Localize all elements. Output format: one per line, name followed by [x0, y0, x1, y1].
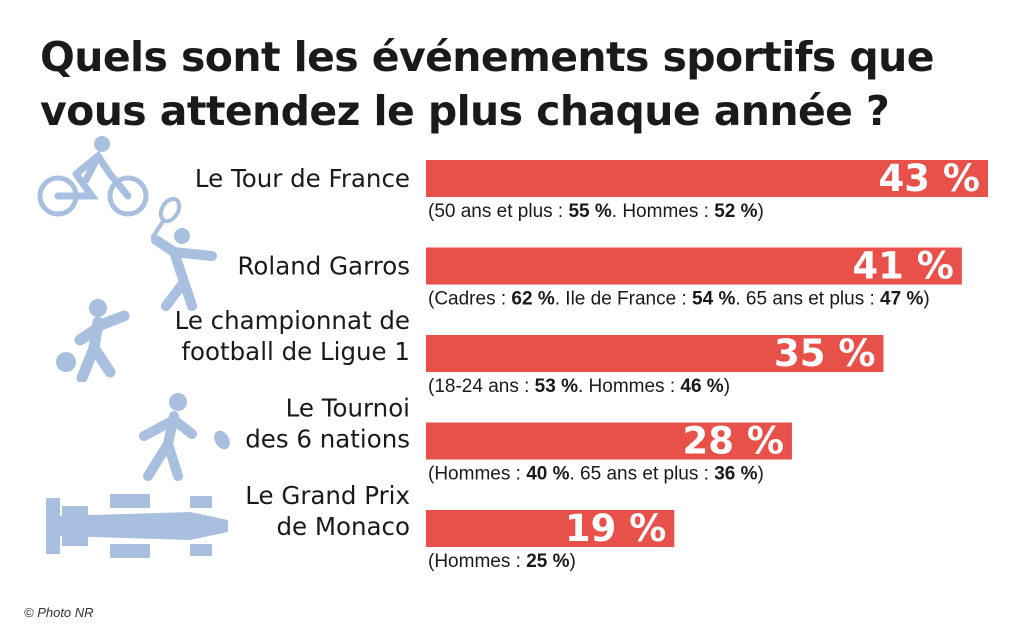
- rugby-player-icon: [139, 393, 230, 481]
- category-label-3: Le championnat de: [175, 306, 410, 335]
- bar-note-5: (Hommes : 25 %): [428, 551, 576, 572]
- category-label-4: des 6 nations: [245, 425, 410, 454]
- bar-value-label-4: 28 %: [683, 420, 784, 463]
- category-label-4: Le Tournoi: [286, 394, 410, 423]
- football-player-icon: [56, 299, 130, 382]
- bar-value-label-1: 43 %: [879, 157, 980, 200]
- tennis-player-icon: [150, 196, 217, 311]
- bar-note-2: (Cadres : 62 %. Ile de France : 54 %. 65…: [428, 289, 930, 310]
- chart-title: Quels sont les événements sportifs que v…: [40, 33, 935, 135]
- cyclist-icon: [37, 136, 149, 217]
- category-label-5: de Monaco: [276, 512, 410, 541]
- formula1-car-icon: [46, 494, 228, 558]
- bar-3: [426, 335, 884, 372]
- bar-note-4: (Hommes : 40 %. 65 ans et plus : 36 %): [428, 464, 764, 485]
- photo-credit: © Photo NR: [24, 605, 94, 620]
- bar-4: [426, 422, 792, 460]
- category-label-1: Le Tour de France: [195, 164, 410, 193]
- bar-2: [426, 247, 962, 285]
- category-label-5: Le Grand Prix: [245, 481, 410, 510]
- bar-value-label-2: 41 %: [852, 245, 953, 288]
- bar-value-label-5: 19 %: [565, 507, 666, 550]
- bar-5: [426, 510, 675, 547]
- category-label-3: football de Ligue 1: [181, 337, 410, 366]
- bar-value-label-3: 35 %: [774, 332, 875, 375]
- bar-note-1: (50 ans et plus : 55 %. Hommes : 52 %): [428, 201, 764, 222]
- bar-1: [426, 160, 988, 197]
- bar-note-3: (18-24 ans : 53 %. Hommes : 46 %): [428, 376, 730, 397]
- category-label-2: Roland Garros: [237, 252, 410, 281]
